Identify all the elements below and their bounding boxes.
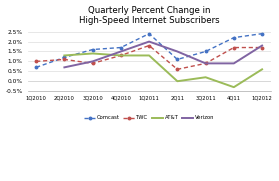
Verizon xyxy=(63,66,66,68)
Comcast xyxy=(119,47,122,49)
TWC xyxy=(147,45,151,47)
Comcast xyxy=(147,33,151,35)
Line: AT&T: AT&T xyxy=(64,53,262,87)
Legend: Comcast, TWC, AT&T, Verizon: Comcast, TWC, AT&T, Verizon xyxy=(82,113,217,123)
AT&T xyxy=(204,76,207,78)
Comcast xyxy=(232,37,235,39)
Comcast xyxy=(63,56,66,58)
AT&T xyxy=(63,54,66,56)
Comcast xyxy=(176,58,179,60)
AT&T xyxy=(119,54,122,56)
Comcast xyxy=(91,49,94,51)
TWC xyxy=(63,58,66,60)
Verizon xyxy=(260,45,264,47)
TWC xyxy=(176,68,179,70)
TWC xyxy=(260,47,264,49)
TWC xyxy=(91,62,94,64)
AT&T xyxy=(232,86,235,88)
TWC xyxy=(232,47,235,49)
Verizon xyxy=(232,62,235,64)
AT&T xyxy=(91,52,94,54)
Verizon xyxy=(119,50,122,53)
TWC xyxy=(204,62,207,64)
Comcast xyxy=(35,66,38,68)
Verizon xyxy=(91,60,94,62)
Verizon xyxy=(147,41,151,43)
Comcast xyxy=(260,33,264,35)
AT&T xyxy=(147,54,151,56)
Line: Verizon: Verizon xyxy=(64,42,262,67)
Line: TWC: TWC xyxy=(35,44,263,71)
AT&T xyxy=(260,68,264,70)
Line: Comcast: Comcast xyxy=(35,32,263,69)
AT&T xyxy=(176,80,179,82)
TWC xyxy=(119,54,122,56)
Verizon xyxy=(176,50,179,53)
Comcast xyxy=(204,50,207,53)
Title: Quarterly Percent Change in
High-Speed Internet Subscribers: Quarterly Percent Change in High-Speed I… xyxy=(79,6,219,25)
TWC xyxy=(35,60,38,62)
Verizon xyxy=(204,62,207,64)
